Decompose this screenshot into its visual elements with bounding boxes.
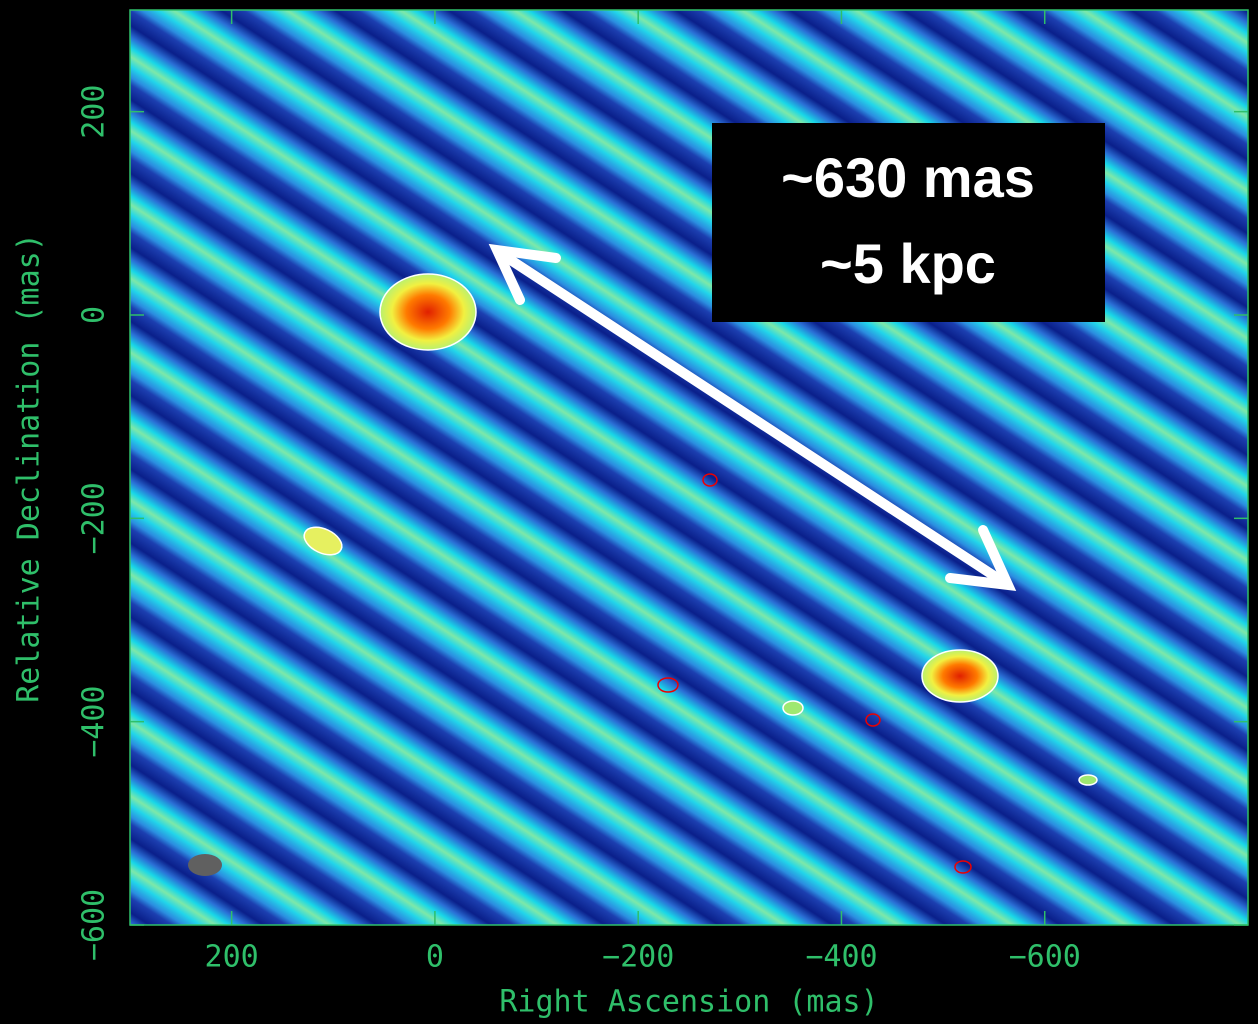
- chart: 200 0 −200 −400 −600 −600 −400 −200 0 200 ~630 ma…: [0, 0, 1258, 1024]
- x-axis-label: Right Ascension (mas): [499, 985, 878, 1020]
- y-tick-label: −600: [77, 889, 112, 961]
- y-tick-label: 0: [77, 306, 112, 324]
- y-tick-label: −200: [77, 482, 112, 554]
- x-tick-label: −200: [602, 940, 674, 975]
- x-tick-label: −600: [1009, 940, 1081, 975]
- annotation: ~5 kpc: [820, 232, 996, 295]
- y-axis-label: Relative Declination (mas): [12, 233, 47, 703]
- x-tick-label: 0: [426, 940, 444, 975]
- annotation: ~630 mas: [781, 146, 1035, 209]
- x-tick-label: −400: [805, 940, 877, 975]
- y-tick-label: 200: [77, 85, 112, 139]
- x-tick-label: 200: [205, 940, 259, 975]
- y-tick-label: −400: [77, 686, 112, 758]
